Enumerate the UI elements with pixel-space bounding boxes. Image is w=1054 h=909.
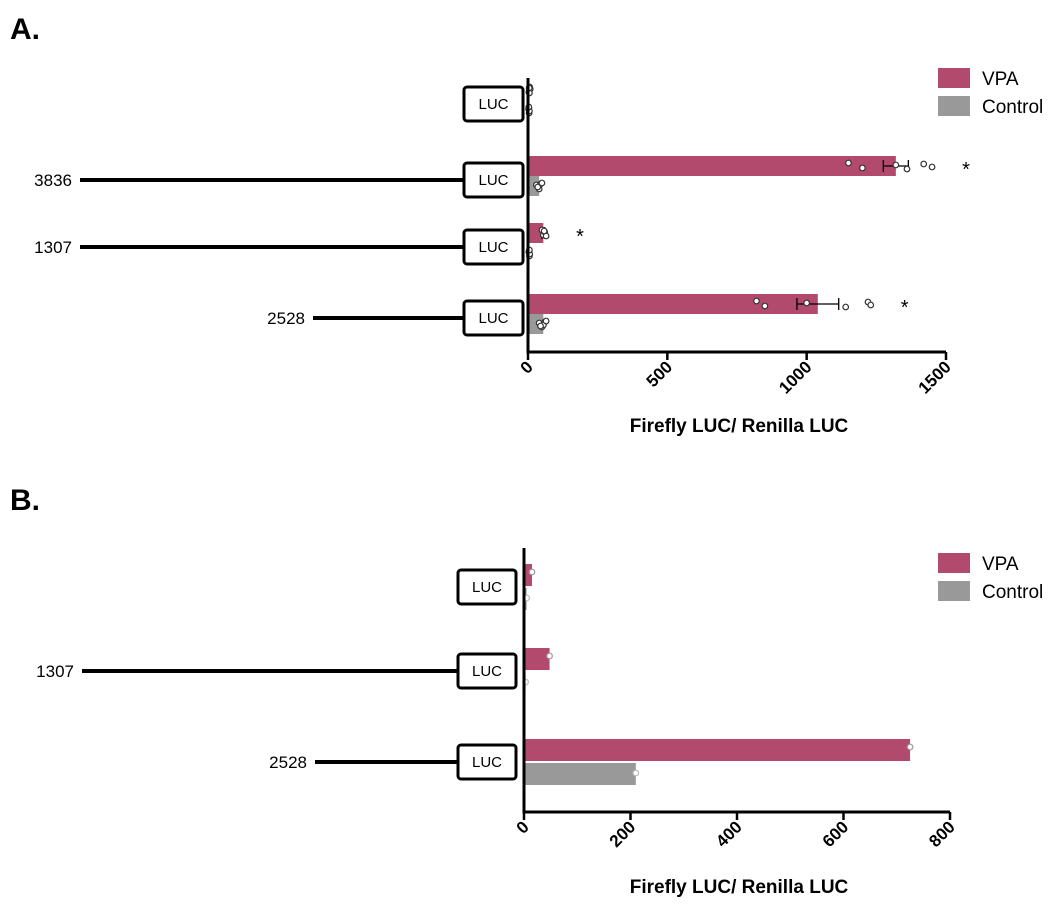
promoter-length-label: 2528 xyxy=(269,753,307,772)
panel-label: A. xyxy=(10,13,40,46)
vpa-point xyxy=(892,161,900,169)
x-tick-label: 200 xyxy=(606,817,639,850)
vpa-point xyxy=(803,299,811,307)
vpa-point xyxy=(906,743,914,751)
vpa-point xyxy=(842,303,850,311)
significance-star: * xyxy=(576,226,584,248)
vpa-bar xyxy=(524,564,532,586)
control-point xyxy=(537,322,544,330)
control-point xyxy=(542,317,550,325)
construct-row: LUC xyxy=(456,564,536,610)
vpa-point xyxy=(920,160,928,168)
vpa-point xyxy=(859,164,866,172)
luc-box xyxy=(462,228,525,266)
panel-label: B. xyxy=(10,484,40,517)
legend: VPA Control xyxy=(938,553,1043,603)
construct-row: LUC xyxy=(462,80,534,123)
legend-label-vpa: VPA xyxy=(982,69,1019,90)
vpa-point xyxy=(761,302,769,310)
panel-b: B. LUC 1307 LUC 2528 LUC 0 200 400 600 800 Firefly … xyxy=(10,484,1043,898)
significance-star: * xyxy=(962,159,970,181)
luc-label: LUC xyxy=(478,96,508,113)
luc-label: LUC xyxy=(472,663,502,680)
legend-label-control: Control xyxy=(982,582,1043,603)
vpa-point xyxy=(528,568,536,576)
vpa-bar xyxy=(524,739,911,761)
x-tick-label: 1000 xyxy=(775,357,815,397)
x-axis-title: Firefly LUC/ Renilla LUC xyxy=(630,416,849,437)
legend-swatch-vpa xyxy=(938,68,970,88)
legend: VPA Control xyxy=(938,68,1043,118)
luc-label: LUC xyxy=(472,579,502,596)
construct-row: 1307 LUC xyxy=(36,648,553,694)
luc-box xyxy=(462,85,525,123)
legend-swatch-control xyxy=(938,581,970,601)
luc-label: LUC xyxy=(478,310,508,327)
promoter-length-label: 3836 xyxy=(34,171,72,190)
luc-box xyxy=(456,652,518,690)
vpa-point xyxy=(540,227,548,235)
vpa-point xyxy=(753,297,760,305)
legend-label-control: Control xyxy=(982,97,1043,118)
construct-row: 2528 LUC xyxy=(269,739,914,785)
significance-star: * xyxy=(901,297,909,319)
x-tick-label: 500 xyxy=(643,357,676,390)
luc-box xyxy=(462,299,525,337)
control-point xyxy=(632,769,640,777)
promoter-length-label: 1307 xyxy=(36,662,74,681)
legend-label-vpa: VPA xyxy=(982,554,1019,575)
control-point xyxy=(534,183,542,191)
legend-swatch-vpa xyxy=(938,553,970,573)
vpa-bar xyxy=(528,294,818,314)
luc-label: LUC xyxy=(478,239,508,256)
luc-box xyxy=(456,743,518,781)
construct-row: 2528 LUC * xyxy=(267,294,909,337)
vpa-point xyxy=(845,159,852,167)
vpa-point xyxy=(546,652,553,660)
vpa-point xyxy=(903,165,911,173)
construct-row: 3836 LUC * xyxy=(34,156,970,199)
luc-label: LUC xyxy=(472,754,502,771)
x-tick-label: 800 xyxy=(925,817,958,850)
construct-row: 1307 LUC * xyxy=(34,223,584,266)
x-tick-label: 0 xyxy=(513,817,533,837)
vpa-point xyxy=(867,301,875,309)
luc-box xyxy=(462,161,525,199)
promoter-length-label: 1307 xyxy=(34,238,72,257)
control-point xyxy=(538,179,546,187)
vpa-bar xyxy=(524,648,550,670)
panel-a: A. LUC 3836 LUC * 1307 LUC * 2528 LUC * 0 500 1000 150… xyxy=(10,13,1043,437)
vpa-point xyxy=(928,163,936,171)
promoter-length-label: 2528 xyxy=(267,309,305,328)
control-bar xyxy=(524,763,636,785)
x-tick-label: 1500 xyxy=(915,357,955,397)
x-tick-label: 400 xyxy=(712,817,745,850)
legend-swatch-control xyxy=(938,96,970,116)
luc-label: LUC xyxy=(478,172,508,189)
x-tick-label: 600 xyxy=(819,817,852,850)
x-axis-title: Firefly LUC/ Renilla LUC xyxy=(630,877,849,898)
vpa-bar xyxy=(528,156,896,176)
luc-box xyxy=(456,568,518,606)
x-tick-label: 0 xyxy=(517,357,537,377)
